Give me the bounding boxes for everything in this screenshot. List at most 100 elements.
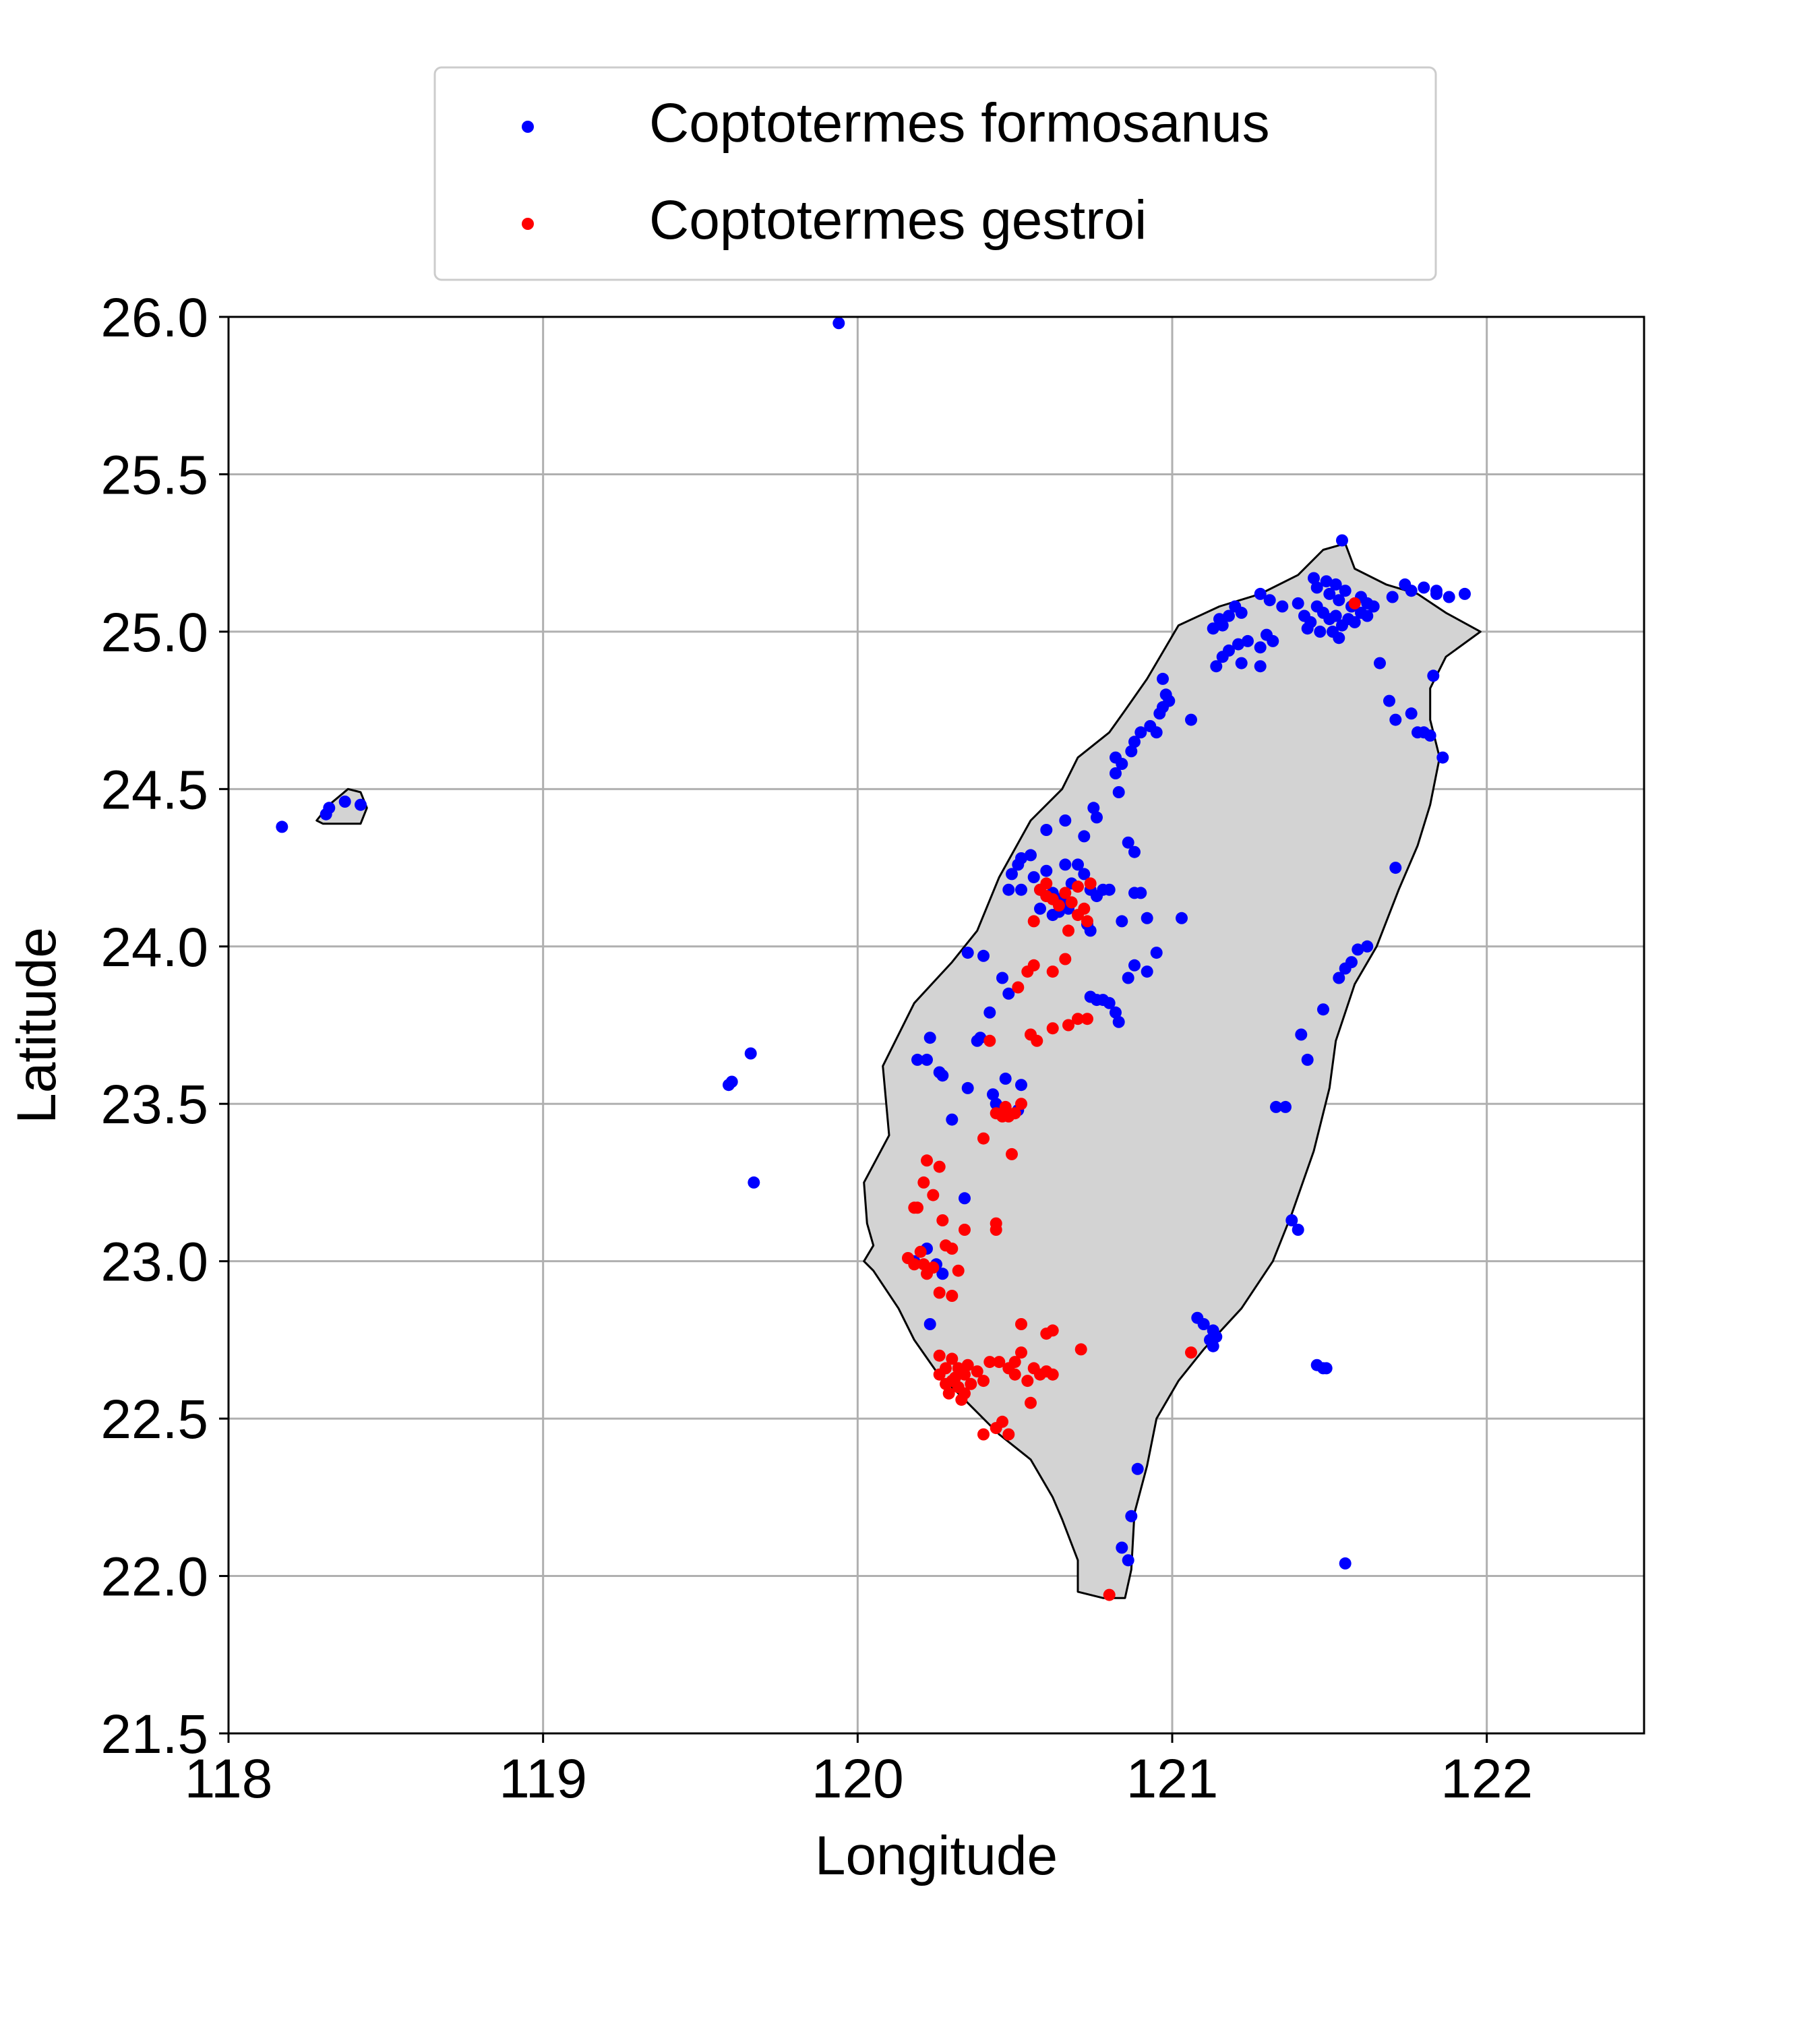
gestroi-point	[990, 1107, 1002, 1120]
gestroi-point	[1081, 1013, 1093, 1025]
gestroi-point	[1040, 877, 1053, 890]
gestroi-point	[959, 1368, 971, 1381]
formosanus-point	[1128, 845, 1141, 858]
formosanus-point	[1279, 1100, 1292, 1113]
y-tick-label: 22.0	[100, 1547, 208, 1608]
formosanus-point	[276, 821, 289, 833]
formosanus-point	[1254, 641, 1267, 654]
formosanus-point	[1128, 736, 1141, 748]
formosanus-point	[1091, 994, 1103, 1007]
legend-box	[433, 66, 1437, 281]
formosanus-point	[977, 949, 990, 962]
formosanus-point	[1333, 594, 1345, 607]
y-tick-label: 21.5	[100, 1704, 208, 1765]
x-tick-label: 122	[1440, 1748, 1533, 1810]
gestroi-point	[1025, 1396, 1037, 1409]
gestroi-point	[1074, 1343, 1087, 1356]
gestroi-point	[971, 1365, 983, 1378]
gestroi-point	[946, 1352, 959, 1365]
formosanus-point	[1040, 824, 1053, 836]
gestroi-point	[977, 1375, 990, 1388]
formosanus-point	[936, 1069, 949, 1082]
gestroi-point	[990, 1422, 1002, 1435]
formosanus-point	[1216, 651, 1229, 663]
formosanus-point	[1352, 943, 1364, 956]
y-tick-label: 24.0	[100, 917, 208, 978]
formosanus-point	[1110, 1006, 1122, 1019]
gestroi-point	[1053, 899, 1065, 912]
formosanus-point	[1308, 572, 1320, 585]
formosanus-point	[1103, 996, 1116, 1009]
legend-label-formosanus: Coptotermes formosanus	[649, 92, 1270, 154]
formosanus-point	[1320, 1362, 1333, 1375]
formosanus-point	[1320, 575, 1333, 588]
formosanus-point	[1436, 751, 1449, 764]
formosanus-point	[1006, 868, 1018, 881]
legend: Coptotermes formosanus Coptotermes gestr…	[433, 66, 1437, 281]
gestroi-point	[933, 1349, 946, 1362]
formosanus-point	[1157, 701, 1169, 713]
gestroi-point	[1031, 1034, 1043, 1047]
formosanus-point	[1216, 619, 1229, 632]
gestroi-point	[949, 1371, 961, 1384]
gestroi-point	[1185, 1346, 1197, 1359]
formosanus-point	[1116, 915, 1128, 928]
formosanus-point	[1185, 713, 1197, 726]
gestroi-point	[1027, 959, 1040, 972]
gestroi-point	[1062, 1019, 1074, 1032]
formosanus-point	[1091, 811, 1103, 824]
formosanus-point	[1150, 947, 1163, 959]
y-tick-label: 23.0	[100, 1232, 208, 1293]
data-points	[276, 317, 1471, 1601]
formosanus-point	[1345, 956, 1358, 969]
formosanus-point	[1157, 672, 1169, 685]
gestroi-point	[917, 1258, 930, 1271]
formosanus-point	[1078, 830, 1091, 843]
formosanus-point	[1430, 585, 1443, 597]
formosanus-point	[1197, 1318, 1210, 1330]
formosanus-point	[1134, 726, 1147, 739]
formosanus-point	[921, 1053, 933, 1066]
formosanus-point	[1292, 597, 1304, 609]
formosanus-point	[961, 1081, 974, 1094]
formosanus-point	[1310, 581, 1323, 594]
formosanus-point	[1235, 657, 1248, 669]
formosanus-point	[936, 1268, 949, 1280]
gestroi-point	[1040, 890, 1053, 903]
formosanus-point	[832, 317, 845, 330]
gestroi-point	[1002, 1110, 1015, 1123]
gestroi-point	[1081, 915, 1093, 928]
formosanus-point	[1125, 745, 1138, 758]
gestroi-point	[977, 1428, 990, 1441]
formosanus-point	[987, 1088, 999, 1101]
gestroi-point	[1084, 877, 1097, 890]
y-tick-label: 24.5	[100, 759, 208, 821]
gestroi-point	[1078, 902, 1091, 915]
formosanus-point	[1150, 726, 1163, 739]
formosanus-point	[1112, 1015, 1125, 1028]
x-ticks: 118 119 120 121 122	[185, 1733, 1533, 1810]
formosanus-point	[1116, 1541, 1128, 1554]
formosanus-point	[1210, 1330, 1223, 1343]
formosanus-point	[971, 1034, 983, 1047]
legend-label-gestroi: Coptotermes gestroi	[649, 189, 1147, 251]
formosanus-point	[1348, 616, 1361, 628]
y-tick-label: 23.5	[100, 1074, 208, 1135]
formosanus-point	[1207, 622, 1219, 635]
gestroi-point	[1046, 1022, 1059, 1035]
gestroi-point	[983, 1034, 996, 1047]
formosanus-point	[1276, 600, 1289, 613]
formosanus-point	[1418, 581, 1430, 594]
formosanus-point	[744, 1047, 757, 1060]
legend-marker-gestroi	[522, 218, 534, 230]
gestroi-point	[908, 1258, 921, 1271]
formosanus-point	[1285, 1214, 1298, 1226]
gestroi-point	[955, 1394, 968, 1406]
gestroi-point	[946, 1290, 959, 1302]
gestroi-point	[977, 1132, 990, 1145]
formosanus-point	[1317, 1003, 1329, 1016]
formosanus-point	[961, 947, 974, 959]
formosanus-point	[1333, 632, 1345, 645]
formosanus-point	[1141, 912, 1153, 924]
